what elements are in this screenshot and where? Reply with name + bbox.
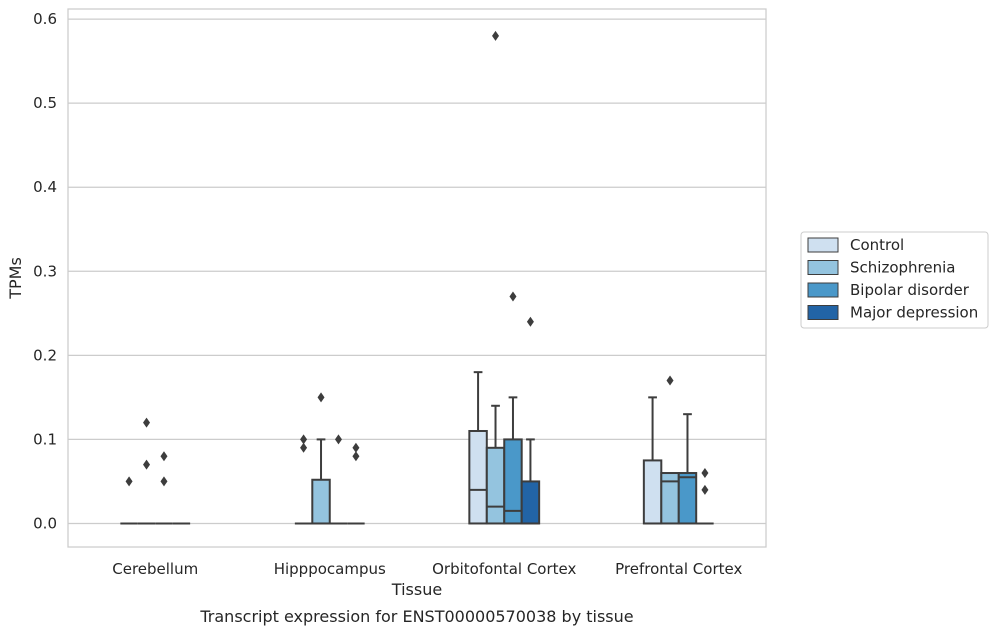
outlier-point xyxy=(160,451,168,462)
chart-caption: Transcript expression for ENST0000057003… xyxy=(199,607,633,626)
y-tick-label: 0.1 xyxy=(33,430,57,448)
x-tick-label: Orbitofontal Cortex xyxy=(432,560,576,578)
outlier-point xyxy=(125,476,133,487)
box-major-depression xyxy=(347,442,365,525)
box-body xyxy=(642,459,663,525)
outlier-point xyxy=(334,434,342,445)
x-axis-ticks: Cerebellum Hipppocampus Orbitofontal Corte… xyxy=(112,560,742,578)
box-body xyxy=(677,472,698,525)
outlier-point xyxy=(143,417,151,428)
box-body xyxy=(520,480,541,525)
box-major-depression xyxy=(520,316,541,525)
outlier-point xyxy=(317,392,325,403)
y-tick-label: 0.6 xyxy=(33,10,57,28)
x-tick-label: Cerebellum xyxy=(112,560,198,578)
legend-swatch xyxy=(807,282,839,298)
box-schizophrenia xyxy=(485,30,506,525)
boxes xyxy=(120,30,714,525)
box-control xyxy=(294,434,313,525)
y-tick-label: 0.2 xyxy=(33,346,57,364)
outlier-point xyxy=(352,442,360,453)
outlier-point xyxy=(300,442,308,453)
y-tick-label: 0.0 xyxy=(33,514,57,532)
box-body xyxy=(311,478,331,525)
box-bipolar-disorder xyxy=(677,413,698,525)
box-control xyxy=(642,396,663,525)
y-axis-ticks: 0.0 0.1 0.2 0.3 0.4 0.5 0.6 xyxy=(33,10,57,532)
box-bipolar-disorder xyxy=(329,434,348,525)
legend: Control Schizophrenia Bipolar disorder Majo… xyxy=(800,231,989,329)
legend-label: Bipolar disorder xyxy=(850,281,970,299)
y-tick-label: 0.5 xyxy=(33,94,57,112)
legend-swatch xyxy=(807,305,839,320)
outlier-point xyxy=(701,484,709,495)
gridlines xyxy=(68,18,766,525)
box-schizophrenia xyxy=(137,417,156,525)
y-tick-label: 0.4 xyxy=(33,178,57,196)
plot-area-frame xyxy=(67,8,767,548)
outlier-point xyxy=(509,291,517,302)
legend-swatch xyxy=(807,260,839,275)
box-body xyxy=(468,429,488,525)
box-body xyxy=(485,446,506,525)
outlier-point xyxy=(160,476,168,487)
box-major-depression xyxy=(696,468,714,525)
y-tick-label: 0.3 xyxy=(33,262,57,280)
x-tick-label: Prefrontal Cortex xyxy=(615,560,742,578)
box-schizophrenia xyxy=(311,392,331,525)
x-tick-label: Hipppocampus xyxy=(274,560,386,578)
outlier-point xyxy=(492,30,500,41)
box-bipolar-disorder xyxy=(155,451,173,525)
x-axis-label: Tissue xyxy=(391,580,442,599)
outlier-point xyxy=(526,316,534,327)
legend-swatch xyxy=(807,237,839,253)
box-bipolar-disorder xyxy=(503,291,523,525)
box-schizophrenia xyxy=(660,375,680,525)
outlier-point xyxy=(143,459,151,470)
legend-label: Major depression xyxy=(850,304,978,322)
outlier-point xyxy=(701,468,709,479)
box-control xyxy=(120,476,138,525)
box-control xyxy=(468,371,488,525)
y-axis-label: TPMs xyxy=(6,257,25,300)
legend-frame xyxy=(800,231,989,329)
outlier-point xyxy=(300,434,308,445)
legend-label: Schizophrenia xyxy=(850,259,955,277)
outlier-point xyxy=(666,375,674,386)
outlier-point xyxy=(352,451,360,462)
legend-label: Control xyxy=(850,236,904,254)
